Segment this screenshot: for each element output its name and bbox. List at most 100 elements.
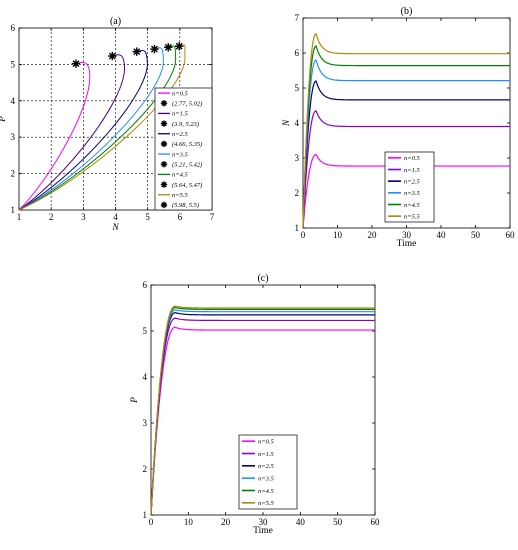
legend-star-icon (160, 161, 168, 168)
y-tick-label: 2 (11, 169, 16, 179)
x-tick-label: 6 (178, 212, 183, 222)
legend-label: (2.77, 5.02) (172, 101, 202, 108)
phase-trajectory (18, 54, 126, 211)
y-tick-label: 3 (11, 132, 16, 142)
panel-c: 0 10 20 30 40 50 60 1 2 3 4 5 6 (c) Time Pn=0.5 n=1.5 n=2… (130, 273, 380, 536)
legend-label: n=4.5 (404, 202, 421, 209)
legend-label: n=3.5 (258, 476, 275, 483)
legend-label: (3.9, 5.23) (172, 121, 199, 128)
phase-trajectory (18, 45, 177, 211)
x-tick-label: 50 (333, 517, 343, 527)
star-stroke (175, 42, 183, 50)
x-tick-label: 40 (437, 230, 447, 240)
legend-c: n=0.5 n=1.5 n=2.5 n=3.5 n=4.5 n=5.5 (238, 434, 298, 510)
y-tick-label: 2 (295, 188, 300, 198)
legend-box (238, 434, 298, 510)
y-tick-label: 6 (11, 23, 16, 33)
time-series-line (302, 80, 510, 229)
x-tick-label: 7 (210, 212, 215, 222)
equilibrium-marker (164, 43, 173, 52)
equilibrium-marker (108, 51, 117, 61)
equilibrium-marker (71, 59, 81, 68)
star-stroke (161, 181, 167, 188)
legend-label: n=3.5 (404, 190, 421, 197)
x-tick-label: 30 (402, 230, 412, 240)
star-stroke (164, 43, 172, 51)
legend-label: n=4.5 (258, 488, 275, 495)
legend-label: n=1.5 (258, 451, 275, 458)
x-tick-label: 50 (471, 230, 481, 240)
legend-label: (5.21, 5.42) (172, 162, 202, 169)
legend-label: n=0.5 (258, 439, 275, 446)
time-series-line (302, 59, 510, 229)
legend-star-icon (160, 120, 168, 127)
time-series-line (302, 45, 510, 229)
y-tick-label: 1 (295, 223, 300, 233)
time-series-line (302, 32, 510, 229)
time-series-line (150, 309, 375, 516)
x-tick-label: 3 (81, 212, 86, 222)
x-axis-label: N (111, 223, 119, 233)
x-tick-label: 20 (368, 230, 378, 240)
star-stroke (133, 48, 141, 56)
panel-title: (a) (110, 16, 121, 27)
y-tick-label: 2 (143, 464, 148, 474)
x-tick-label: 10 (184, 517, 194, 527)
y-tick-label: 4 (143, 372, 148, 382)
star-stroke (72, 60, 80, 68)
x-tick-label: 40 (296, 517, 306, 527)
y-tick-label: 3 (143, 418, 148, 428)
y-tick-label: 5 (11, 59, 16, 69)
legend-label: n=0.5 (404, 155, 421, 162)
x-tick-label: 1 (17, 212, 22, 222)
time-series-line (302, 109, 510, 229)
equilibrium-marker (174, 42, 184, 51)
star-stroke (161, 141, 167, 147)
y-axis-label: P (130, 397, 140, 404)
phase-trajectory (18, 61, 91, 211)
time-series-line (150, 306, 375, 516)
panel-title: (b) (401, 6, 413, 17)
legend-label: n=5.5 (258, 500, 275, 507)
legend-star-icon (160, 140, 168, 148)
y-tick-label: 5 (295, 83, 300, 93)
phase-trajectory (18, 49, 148, 211)
x-tick-label: 60 (371, 517, 381, 527)
x-tick-label: 20 (221, 517, 231, 527)
y-tick-label: 4 (295, 118, 300, 128)
equilibrium-marker (150, 44, 159, 54)
x-tick-label: 0 (301, 230, 306, 240)
x-tick-label: 60 (506, 230, 516, 240)
y-tick-label: 5 (143, 326, 148, 336)
y-tick-label: 1 (143, 510, 148, 520)
legend-label: n=0.5 (172, 90, 189, 97)
legend-label: n=4.5 (172, 172, 189, 179)
x-tick-label: 0 (149, 517, 154, 527)
time-series-line (150, 311, 375, 516)
panel-a: 1 2 3 4 5 6 7 1 2 3 4 5 6 (a) N Pn=0.5 (2.77, 5.02) n=1.5… (0, 16, 215, 233)
x-axis-label: Time (253, 526, 273, 536)
equilibrium-marker (132, 47, 141, 56)
y-tick-label: 3 (295, 153, 300, 163)
legend-label: n=3.5 (172, 151, 189, 158)
star-stroke (161, 202, 167, 208)
star-stroke (161, 161, 167, 168)
time-series-line (150, 326, 375, 516)
legend-box (154, 87, 213, 211)
star-stroke (108, 52, 116, 60)
y-tick-label: 6 (295, 48, 300, 58)
legend-label: n=2.5 (172, 131, 189, 138)
phase-trajectory (18, 47, 164, 211)
x-tick-label: 2 (49, 212, 54, 222)
y-tick-label: 4 (11, 96, 16, 106)
x-tick-label: 30 (259, 517, 269, 527)
x-tick-label: 10 (333, 230, 343, 240)
legend-label: (5.98, 5.5) (172, 202, 199, 209)
y-tick-label: 1 (11, 205, 16, 215)
legend-label: (4.66, 5.35) (172, 141, 202, 148)
x-tick-label: 5 (145, 212, 150, 222)
y-axis-label: N (282, 119, 292, 127)
star-stroke (161, 100, 167, 107)
panel-b: 0 10 20 30 40 50 601234567(b)TimeNn=0.5n=1.5n=… (282, 6, 515, 249)
